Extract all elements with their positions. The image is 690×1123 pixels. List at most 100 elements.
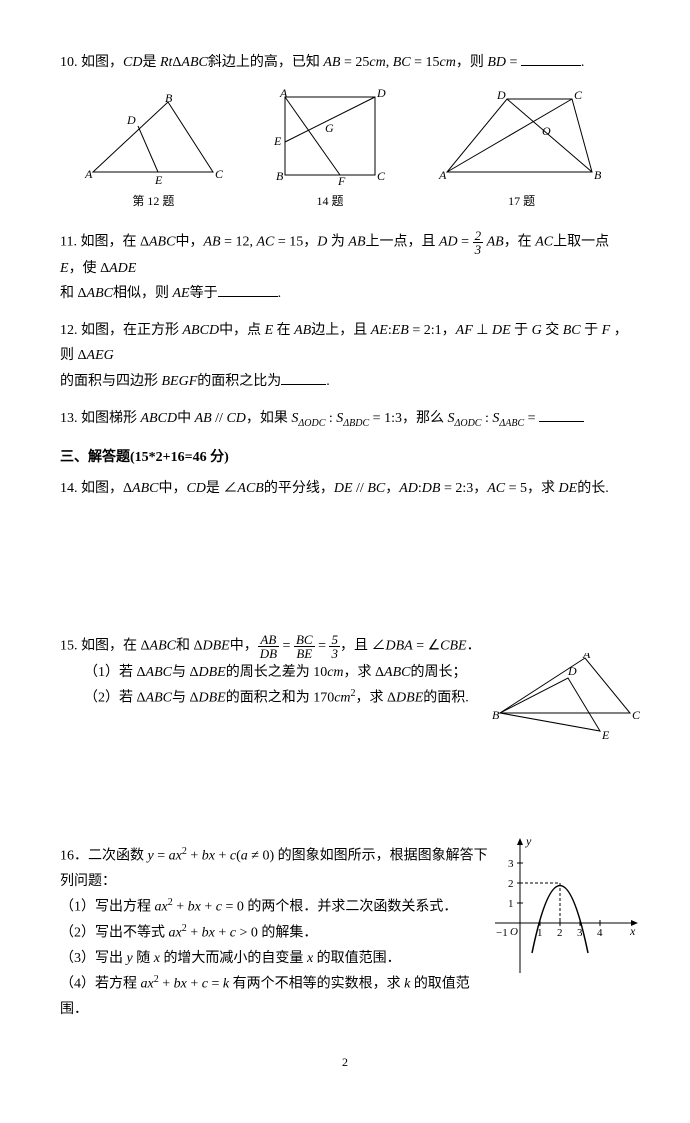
svg-text:B: B	[492, 708, 500, 722]
t: .	[278, 286, 282, 301]
t: ，使	[69, 261, 101, 276]
math: cm	[327, 665, 343, 680]
sub4: （4）若方程 ax2 + bx + c = k 有两个不相等的实数根，求 k 的…	[60, 971, 490, 1022]
t: 上取一点	[553, 235, 609, 250]
t: 15. 如图，在	[60, 639, 141, 654]
q10-text-b: 是	[142, 55, 160, 70]
spacer	[60, 513, 630, 573]
figure-17-label: 17 题	[437, 191, 607, 213]
problem-13: 13. 如图梯形 ABCD中 AB // CD，如果 SΔODC : SΔBDC…	[60, 406, 630, 433]
frac: BCBE	[294, 633, 315, 660]
t: ，	[442, 323, 456, 338]
triangle-abc-icon: A C B D E	[83, 92, 223, 187]
math: c	[230, 849, 236, 864]
math: ABC	[146, 665, 172, 680]
t: ，如果	[246, 411, 292, 426]
figure-15: B C A D E	[490, 653, 640, 752]
math: AC	[256, 235, 274, 250]
math: cm	[440, 55, 456, 70]
math: DB	[422, 481, 441, 496]
svg-text:E: E	[154, 173, 163, 187]
math: bx	[174, 976, 187, 991]
math: BEGF	[162, 374, 198, 389]
math: AC	[535, 235, 553, 250]
math: BD	[487, 55, 506, 70]
svg-text:−1: −1	[496, 927, 508, 939]
problem-15-wrap: 15. 如图，在 ΔABC和 ΔDBE中，ABDB = BCBE = 53，且 …	[60, 633, 630, 711]
section-title: 三、解答题(15*2+16=46 分)	[60, 445, 630, 470]
t: （2）写出不等式	[60, 925, 169, 940]
svg-text:3: 3	[508, 858, 514, 870]
math: AB	[294, 323, 311, 338]
figure-14-label: 14 题	[270, 191, 390, 213]
math: CD	[186, 481, 205, 496]
sub1: （1）写出方程 ax2 + bx + c = 0 的两个根．并求二次函数关系式．	[60, 894, 490, 920]
frac: ABDB	[258, 633, 279, 660]
t: 中，	[175, 235, 203, 250]
math: c	[216, 900, 222, 915]
math: ABCD	[183, 323, 220, 338]
q10-text-e: .	[581, 55, 585, 70]
math: ax	[169, 849, 182, 864]
math: ADE	[109, 261, 136, 276]
math: AB	[487, 235, 504, 250]
t: 是	[206, 481, 224, 496]
math: ABC	[149, 235, 175, 250]
math: DBE	[202, 639, 229, 654]
t: 中	[177, 411, 195, 426]
math: G	[532, 323, 542, 338]
svg-text:G: G	[325, 121, 334, 135]
svg-text:D: D	[376, 87, 386, 100]
problem-12: 12. 如图，在正方形 ABCD中，点 E 在 AB边上，且 AE:EB = 2…	[60, 318, 630, 394]
t: 中，	[230, 639, 258, 654]
svg-text:B: B	[165, 92, 173, 105]
problem-16-wrap: 16．二次函数 y = ax2 + bx + c(a ≠ 0) 的图象如图所示，…	[60, 843, 630, 1022]
page-number: 2	[60, 1052, 630, 1074]
t: 的面积.	[423, 691, 469, 706]
math: AE	[371, 323, 388, 338]
t: ，在	[504, 235, 536, 250]
t: 于	[511, 323, 532, 338]
math: DE	[559, 481, 578, 496]
t: （1）若	[84, 665, 137, 680]
svg-text:A: A	[582, 653, 591, 661]
t: 的增大而减小的自变量	[160, 951, 307, 966]
math: bx	[188, 900, 201, 915]
t: 11. 如图，在	[60, 235, 140, 250]
t: 13. 如图梯形	[60, 411, 141, 426]
t: （3）写出	[60, 951, 127, 966]
math: ax	[169, 925, 182, 940]
math: BC	[563, 323, 581, 338]
math: bx	[202, 849, 215, 864]
svg-text:2: 2	[508, 878, 514, 890]
math: CD	[226, 411, 245, 426]
problem-14: 14. 如图，ΔABC中，CD是 ∠ACB的平分线，DE // BC，AD:DB…	[60, 476, 630, 501]
math: E	[265, 323, 274, 338]
blank	[539, 407, 584, 422]
figure-12: A C B D E 第 12 题	[83, 92, 223, 213]
parabola-graph-icon: x y 1 2 3 1 2 3 4 −1 O	[490, 833, 640, 983]
math: AE	[172, 286, 189, 301]
figure-14: A D B C E F G 14 题	[270, 87, 390, 213]
t: 的长.	[577, 481, 609, 496]
t: 中，	[158, 481, 186, 496]
math: a	[241, 849, 248, 864]
t: 交	[542, 323, 563, 338]
math: cm	[369, 55, 385, 70]
svg-text:x: x	[629, 924, 636, 938]
q10-text-c: 斜边上的高，已知	[208, 55, 324, 70]
math: ax	[155, 900, 168, 915]
math: CD	[123, 55, 142, 70]
blank	[218, 282, 278, 297]
trapezoid-icon: A B C D O	[437, 87, 607, 187]
sub3: （3）写出 y 随 x 的增大而减小的自变量 x 的取值范围．	[60, 946, 490, 971]
t: 的周长之差为	[226, 665, 314, 680]
q10-text-a: 10. 如图，	[60, 55, 123, 70]
math: DBE	[396, 691, 423, 706]
t: 与	[172, 665, 190, 680]
sub2: （2）写出不等式 ax2 + bx + c > 0 的解集．	[60, 920, 490, 946]
t: 与	[172, 691, 190, 706]
t: 相似，则	[113, 286, 173, 301]
math: DE	[492, 323, 511, 338]
math: ABC	[87, 286, 113, 301]
